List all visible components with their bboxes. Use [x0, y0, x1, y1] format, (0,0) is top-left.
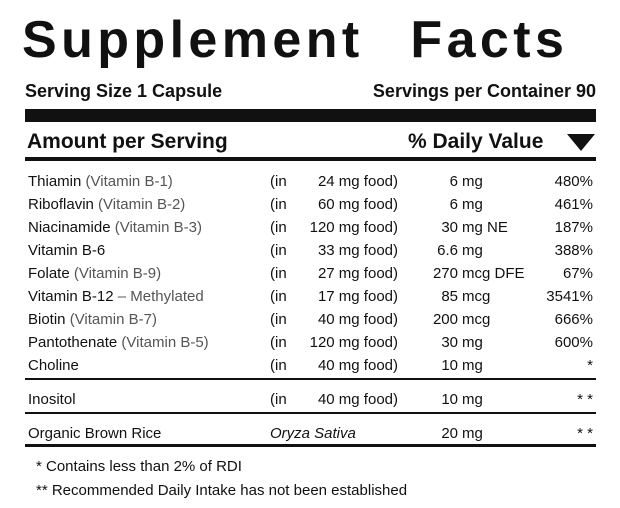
amount: 20 — [441, 425, 458, 442]
daily-value: * — [587, 357, 593, 374]
source-prefix: (in — [270, 196, 287, 213]
footnote: * Contains less than 2% of RDI — [36, 458, 242, 475]
source: 120 mg food) — [309, 219, 398, 236]
nutrient-name: Inositol — [28, 390, 76, 410]
amount: 30 — [441, 334, 458, 351]
unit: mg — [462, 173, 483, 190]
source-prefix: (in — [270, 242, 287, 259]
name-detail: (Vitamin B-3) — [114, 219, 202, 236]
name-detail: (Vitamin B-7) — [69, 311, 157, 328]
source: 33 mg food) — [317, 242, 398, 259]
source: 60 mg food) — [317, 196, 398, 213]
amount: 30 — [441, 219, 458, 236]
source: 40 mg food) — [317, 391, 398, 408]
rule — [25, 412, 596, 414]
source-prefix: (in — [270, 219, 287, 236]
rule — [25, 444, 596, 447]
unit: mg NE — [462, 219, 508, 236]
header-rule — [25, 157, 596, 161]
amount: 6 — [449, 196, 458, 213]
amount: 85 — [441, 288, 458, 305]
daily-value: 388% — [554, 242, 593, 259]
nutrient-name: Organic Brown Rice — [28, 424, 161, 444]
footnote: ** Recommended Daily Intake has not been… — [36, 482, 408, 499]
name-detail: – Methylated — [117, 288, 204, 305]
source-prefix: (in — [270, 334, 287, 351]
daily-value: * * — [577, 425, 593, 442]
daily-value: 3541% — [546, 288, 593, 305]
daily-value: 461% — [554, 196, 593, 213]
nutrient-name: Vitamin B-6 — [28, 241, 105, 261]
name: Thiamin — [28, 173, 82, 190]
source-prefix: (in — [270, 311, 287, 328]
rule — [25, 378, 596, 380]
unit: mg — [462, 242, 483, 259]
amount: 270 — [432, 265, 458, 282]
nutrient-name: Riboflavin (Vitamin B-2) — [28, 195, 185, 215]
source: 17 mg food) — [317, 288, 398, 305]
nutrient-name: Vitamin B-12 – Methylated — [28, 287, 204, 307]
daily-value: 67% — [562, 265, 593, 282]
name-detail: (Vitamin B-1) — [85, 173, 173, 190]
unit: mcg DFE — [462, 265, 525, 282]
daily-value: 480% — [554, 173, 593, 190]
source-prefix: (in — [270, 288, 287, 305]
unit: mg — [462, 357, 483, 374]
thick-rule — [25, 109, 596, 122]
nutrient-name: Niacinamide (Vitamin B-3) — [28, 218, 202, 238]
name-detail: (Vitamin B-2) — [98, 196, 186, 213]
source: 40 mg food) — [317, 311, 398, 328]
source: 40 mg food) — [317, 357, 398, 374]
amount: 6 — [449, 173, 458, 190]
amount: 10 — [441, 391, 458, 408]
source: 27 mg food) — [317, 265, 398, 282]
source-prefix: (in — [270, 357, 287, 374]
source: 120 mg food) — [309, 334, 398, 351]
name: Vitamin B-12 — [28, 288, 114, 305]
name: Riboflavin — [28, 196, 94, 213]
nutrient-name: Thiamin (Vitamin B-1) — [28, 172, 173, 192]
daily-value: 187% — [554, 219, 593, 236]
name: Niacinamide — [28, 219, 111, 236]
nutrient-name: Biotin (Vitamin B-7) — [28, 310, 157, 330]
amount: 6.6 — [437, 242, 458, 259]
unit: mg — [462, 425, 483, 442]
unit: mcg — [462, 311, 491, 328]
amount: 10 — [441, 357, 458, 374]
name-detail: (Vitamin B-5) — [121, 334, 209, 351]
species: Oryza Sativa — [270, 425, 356, 442]
nutrient-name: Pantothenate (Vitamin B-5) — [28, 333, 209, 353]
source-prefix: (in — [270, 173, 287, 190]
source-prefix: (in — [270, 265, 287, 282]
servings-per-container: Servings per Container 90 — [372, 81, 596, 101]
serving-size: Serving Size 1 Capsule — [25, 81, 223, 101]
amount: 200 — [432, 311, 458, 328]
name: Organic Brown Rice — [28, 425, 162, 442]
daily-value-header: % Daily Value — [408, 130, 544, 153]
unit: mcg — [462, 288, 491, 305]
name-detail: (Vitamin B-9) — [73, 265, 162, 282]
name: Vitamin B-6 — [28, 242, 106, 259]
unit: mg — [462, 196, 483, 213]
daily-value: 666% — [554, 311, 593, 328]
nutrient-name: Choline — [28, 356, 79, 376]
name: Inositol — [28, 391, 76, 408]
unit: mg — [462, 391, 483, 408]
name: Choline — [28, 357, 79, 374]
triangle-icon — [567, 134, 595, 151]
daily-value: * * — [577, 391, 593, 408]
source-prefix: (in — [270, 391, 287, 408]
title: Supplement Facts — [22, 11, 569, 69]
source: 24 mg food) — [317, 173, 398, 190]
unit: mg — [462, 334, 483, 351]
name: Folate — [28, 265, 70, 282]
nutrient-name: Folate (Vitamin B-9) — [28, 264, 161, 284]
daily-value: 600% — [554, 334, 593, 351]
amount-header: Amount per Serving — [27, 130, 228, 153]
name: Biotin — [28, 311, 66, 328]
name: Pantothenate — [28, 334, 118, 351]
